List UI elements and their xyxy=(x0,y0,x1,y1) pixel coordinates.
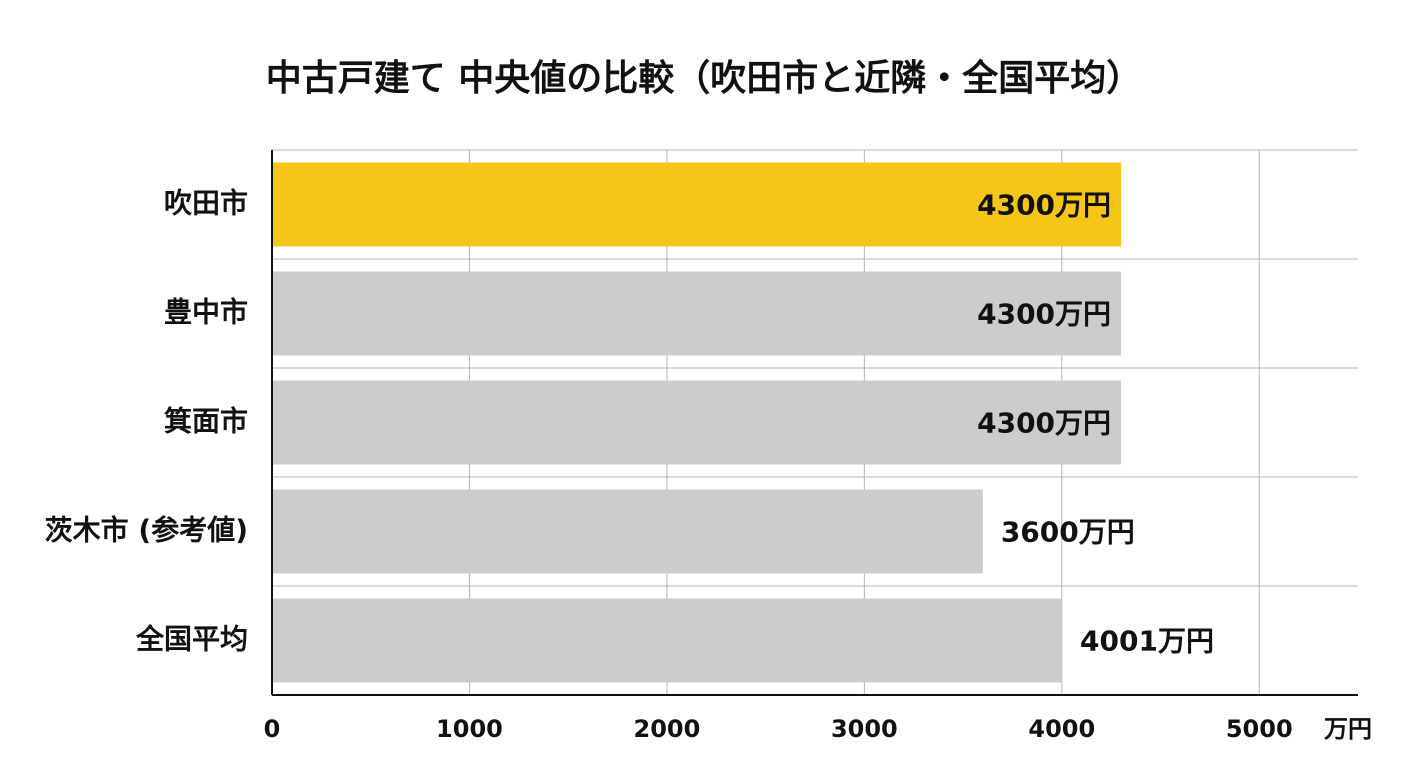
x-tick-label: 5000 xyxy=(1226,715,1293,743)
y-tick-label: 茨木市 (参考値) xyxy=(45,514,248,547)
data-label: 4300万円 xyxy=(977,407,1111,440)
y-tick-label: 箕面市 xyxy=(164,405,248,438)
data-label: 3600万円 xyxy=(1001,516,1135,549)
data-label: 4300万円 xyxy=(977,189,1111,222)
y-tick-label: 全国平均 xyxy=(135,623,248,656)
x-axis-label: 万円 xyxy=(1324,715,1372,743)
y-tick-label: 吹田市 xyxy=(164,187,248,220)
bar xyxy=(272,489,983,574)
y-tick-label: 豊中市 xyxy=(164,296,248,329)
x-tick-label: 1000 xyxy=(436,715,503,743)
data-label: 4001万円 xyxy=(1080,625,1214,658)
x-tick-label: 0 xyxy=(264,715,281,743)
x-tick-label: 2000 xyxy=(634,715,701,743)
x-tick-label: 4000 xyxy=(1028,715,1095,743)
chart-title: 中古戸建て 中央値の比較（吹田市と近隣・全国平均） xyxy=(266,57,1143,99)
x-tick-label: 3000 xyxy=(831,715,898,743)
bar xyxy=(272,271,1122,356)
bar xyxy=(272,162,1122,247)
data-label: 4300万円 xyxy=(977,298,1111,331)
bar xyxy=(272,380,1122,465)
bar xyxy=(272,598,1063,683)
